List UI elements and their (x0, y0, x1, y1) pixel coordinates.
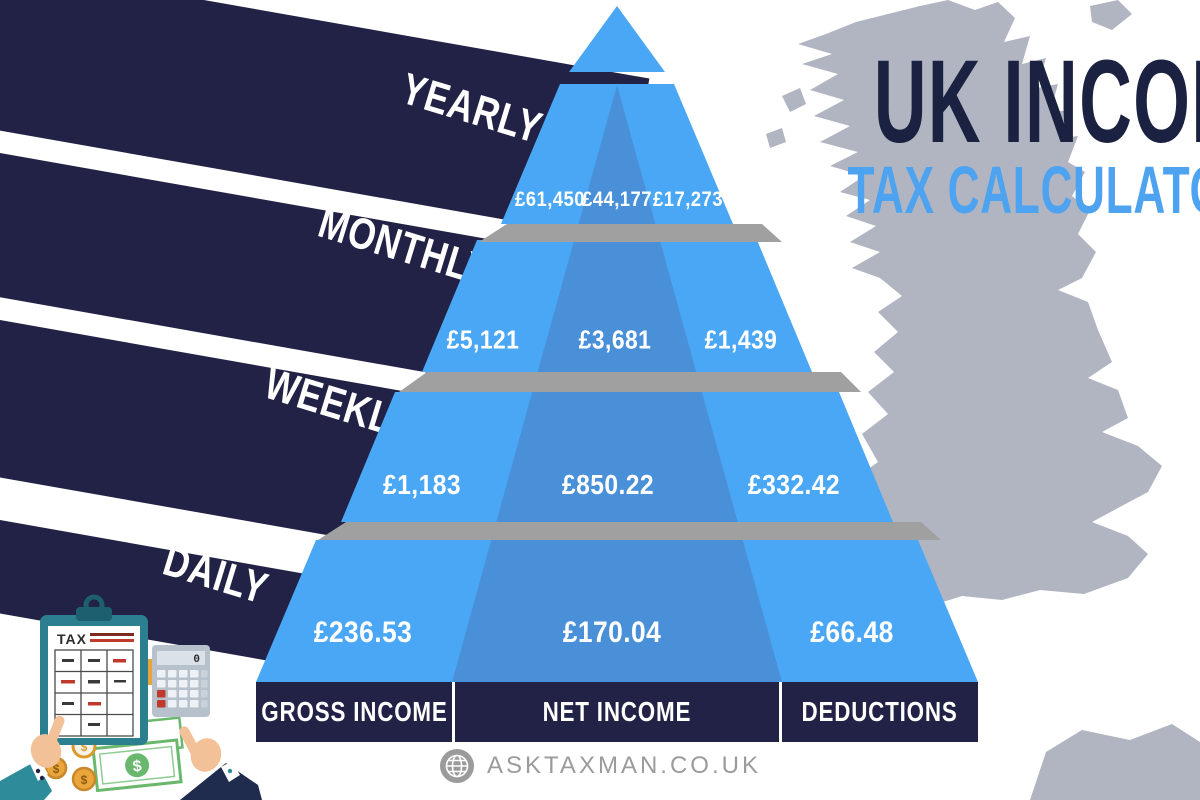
category-net-income: NET INCOME (455, 682, 779, 742)
svg-text:$: $ (53, 762, 60, 776)
value-monthly-gross: £5,121 (446, 324, 520, 355)
left-hand-icon (0, 715, 65, 800)
value-yearly-deductions: £17,273 (653, 188, 723, 211)
tax-label: TAX (57, 631, 87, 647)
svg-text:$: $ (81, 773, 88, 787)
value-daily-deductions: £66.48 (810, 616, 894, 649)
calculator-buttons (157, 670, 208, 708)
svg-text:$: $ (81, 740, 88, 754)
value-daily-gross: £236.53 (313, 616, 413, 649)
island-speck-2 (766, 128, 786, 148)
category-divider (779, 682, 782, 742)
tier-separator-1 (479, 224, 782, 242)
title-line-1: UK INCOME (873, 36, 1200, 168)
pyramid-apex (569, 6, 665, 72)
calculator-icon: 0 (152, 645, 210, 717)
value-monthly-net: £3,681 (578, 324, 652, 355)
category-gross-income: GROSS INCOME (256, 682, 452, 742)
coast-bottom-right (1030, 724, 1200, 800)
category-divider (452, 682, 455, 742)
category-net-income-label: NET INCOME (542, 696, 692, 727)
right-hand-icon (179, 726, 262, 800)
value-yearly-gross: £61,450 (515, 188, 585, 211)
money-bills-icon: $ (91, 716, 184, 793)
tier-separator-2 (399, 372, 861, 392)
island-speck-1 (782, 88, 806, 112)
islands-north (1090, 0, 1132, 30)
calculator-display: 0 (193, 654, 200, 666)
tier-separator-3 (318, 522, 941, 540)
tax-illustration: $ $ $ $ TAX (0, 594, 262, 800)
value-daily-net: £170.04 (562, 616, 662, 649)
title-line-2: TAX CALCULATOR (847, 152, 1200, 228)
category-deductions-label: DEDUCTIONS (801, 696, 959, 727)
value-monthly-deductions: £1,439 (704, 324, 778, 355)
value-weekly-net: £850.22 (561, 469, 655, 500)
globe-icon (440, 749, 475, 783)
site-name: ASKTAXMAN.CO.UK (487, 752, 761, 779)
value-yearly-net: £44,177 (582, 188, 652, 211)
category-bar: GROSS INCOME NET INCOME DEDUCTIONS (256, 682, 978, 742)
category-gross-income-label: GROSS INCOME (260, 696, 448, 727)
value-weekly-gross: £1,183 (382, 469, 462, 500)
site-footer: ASKTAXMAN.CO.UK (0, 748, 1200, 784)
category-deductions: DEDUCTIONS (782, 682, 978, 742)
svg-text:$: $ (132, 758, 143, 776)
page-title: UK INCOME TAX CALCULATOR (742, 43, 1200, 223)
table-entries (61, 659, 126, 726)
value-weekly-deductions: £332.42 (747, 469, 841, 500)
